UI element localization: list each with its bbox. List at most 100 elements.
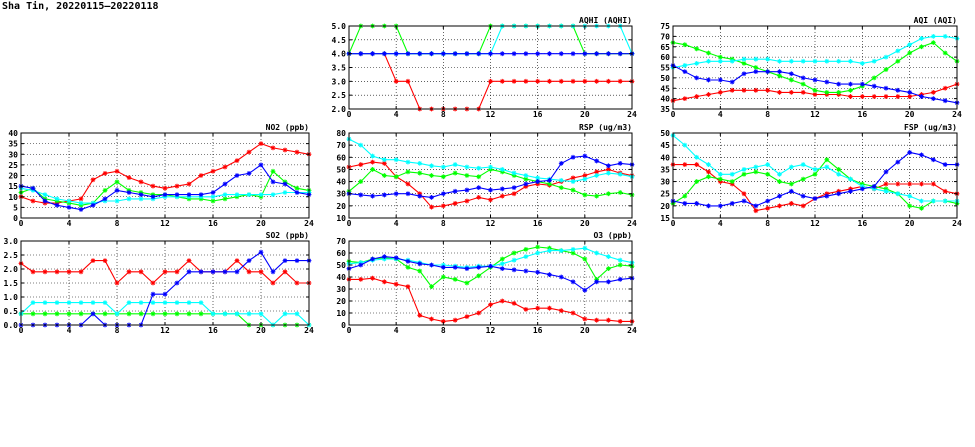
data-point-aqhi-3-3 (381, 51, 387, 57)
data-point-o3-2-18 (558, 248, 564, 253)
data-point-no2-0-7 (102, 170, 108, 176)
data-point-so2-2-17 (222, 311, 228, 317)
data-point-aqi-0-23 (942, 85, 948, 91)
data-point-aqhi-0-12 (488, 78, 493, 84)
panel-title-aqi: AQI (AQI) (914, 16, 957, 25)
series-line-o3-0 (349, 277, 632, 322)
data-point-aqhi-3-11 (476, 51, 482, 57)
data-point-so2-3-14 (186, 269, 192, 275)
data-point-rsp-1-18 (558, 185, 564, 191)
panel-title-so2: SO2 (ppb) (266, 231, 309, 240)
data-point-o3-1-11 (476, 273, 482, 279)
data-point-rsp-2-11 (476, 165, 482, 171)
data-point-o3-3-4 (393, 255, 399, 261)
y-tick-label: 60 (336, 249, 346, 258)
data-point-rsp-1-19 (570, 187, 576, 193)
data-point-rsp-0-3 (381, 160, 387, 166)
data-point-rsp-1-3 (381, 173, 387, 178)
data-point-aqi-3-19 (895, 87, 901, 93)
data-point-fsp-0-15 (848, 186, 853, 192)
data-point-rsp-1-10 (464, 173, 470, 178)
y-tick-label: 80 (336, 129, 346, 138)
data-point-o3-0-8 (440, 319, 446, 324)
data-point-no2-2-16 (210, 194, 216, 200)
x-tick-label: 24 (627, 219, 637, 228)
data-point-rsp-3-13 (499, 186, 505, 192)
y-tick-label: 40 (336, 273, 346, 282)
data-point-o3-3-1 (358, 262, 364, 268)
data-point-aqi-0-16 (859, 94, 865, 99)
data-point-aqi-2-9 (777, 58, 782, 64)
data-point-fsp-3-19 (895, 159, 901, 165)
x-tick-label: 4 (394, 326, 399, 335)
data-point-rsp-2-8 (440, 164, 446, 170)
x-tick-label: 16 (533, 219, 543, 228)
data-point-fsp-1-5 (729, 179, 735, 184)
y-tick-label: 1.5 (4, 279, 19, 288)
data-point-rsp-3-18 (558, 160, 564, 166)
data-point-aqi-0-5 (729, 87, 735, 93)
data-point-aqhi-0-14 (511, 78, 517, 84)
data-point-rsp-3-3 (381, 192, 387, 198)
y-tick-label: 30 (8, 150, 18, 159)
data-point-rsp-2-16 (535, 175, 541, 181)
data-point-so2-2-4 (66, 300, 72, 305)
data-point-no2-0-15 (198, 173, 204, 178)
data-point-so2-2-3 (54, 300, 60, 305)
data-point-fsp-2-22 (930, 198, 936, 204)
data-point-rsp-3-6 (417, 193, 423, 199)
data-point-aqi-2-1 (682, 63, 688, 68)
data-point-rsp-0-5 (405, 181, 411, 187)
y-tick-label: 0 (341, 321, 346, 330)
y-tick-label: 4.5 (332, 36, 347, 45)
data-point-o3-3-23 (617, 277, 623, 282)
x-tick-label: 0 (347, 110, 352, 119)
data-point-aqi-2-14 (836, 58, 842, 64)
data-point-rsp-3-22 (606, 163, 611, 169)
data-point-aqhi-3-14 (511, 51, 517, 57)
y-tick-label: 60 (336, 153, 346, 162)
data-point-aqi-2-21 (919, 36, 924, 41)
y-tick-label: 2.5 (332, 91, 347, 100)
data-point-so2-0-9 (126, 269, 132, 275)
data-point-fsp-0-13 (824, 191, 830, 197)
data-point-so2-0-22 (282, 269, 288, 275)
data-point-aqi-0-19 (895, 94, 901, 99)
data-point-rsp-1-23 (617, 190, 623, 195)
data-point-fsp-2-4 (717, 171, 723, 177)
x-tick-label: 8 (441, 326, 446, 335)
data-point-no2-0-20 (258, 141, 264, 147)
data-point-so2-0-20 (258, 269, 264, 275)
data-point-o3-3-17 (547, 272, 552, 277)
data-point-aqhi-3-15 (523, 51, 529, 57)
x-tick-label: 24 (952, 110, 962, 119)
y-tick-label: 70 (336, 141, 346, 150)
data-point-o3-1-5 (405, 265, 411, 270)
data-point-so2-1-2 (42, 311, 48, 317)
data-point-fsp-2-1 (682, 142, 688, 148)
data-point-fsp-3-8 (765, 198, 771, 204)
data-point-rsp-3-1 (358, 192, 364, 198)
data-point-aqi-2-13 (824, 58, 830, 64)
data-point-aqi-0-8 (765, 87, 771, 93)
data-point-rsp-3-5 (405, 191, 411, 197)
data-point-fsp-1-16 (859, 181, 865, 187)
data-point-no2-3-4 (66, 204, 72, 210)
data-point-o3-2-14 (511, 257, 517, 263)
data-point-fsp-3-20 (907, 150, 913, 155)
data-point-aqhi-0-17 (547, 78, 552, 84)
data-point-fsp-2-9 (777, 171, 782, 177)
data-point-aqi-3-12 (812, 77, 818, 83)
data-point-aqi-2-2 (694, 60, 700, 66)
y-tick-label: 20 (336, 202, 346, 211)
data-point-rsp-0-19 (570, 175, 576, 181)
data-point-rsp-1-17 (547, 181, 552, 187)
data-point-so2-0-4 (66, 269, 72, 275)
data-point-fsp-3-13 (824, 193, 830, 199)
data-point-o3-0-11 (476, 310, 482, 316)
data-point-fsp-0-14 (836, 188, 842, 194)
data-point-o3-0-15 (523, 307, 529, 312)
y-tick-label: 3.0 (332, 77, 347, 86)
data-point-so2-1-5 (78, 311, 84, 317)
